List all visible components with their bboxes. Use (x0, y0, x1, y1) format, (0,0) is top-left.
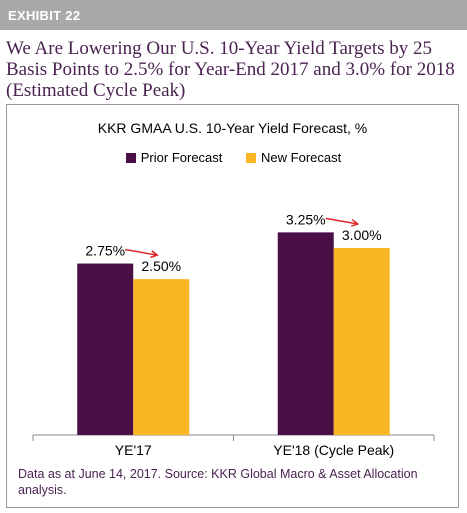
arrow-head (150, 250, 159, 259)
category-label: YE'17 (115, 442, 152, 458)
chart-frame (6, 104, 459, 508)
exhibit-label: EXHIBIT 22 (8, 8, 81, 23)
bar-new (333, 247, 390, 435)
data-label: 3.00% (342, 227, 382, 243)
data-label: 2.75% (85, 243, 125, 259)
chart-title: KKR GMAA U.S. 10-Year Yield Forecast, % (97, 120, 368, 136)
arrow-line (125, 248, 158, 256)
data-label: 2.50% (141, 258, 181, 274)
bar-new (133, 279, 190, 435)
bar-prior (277, 232, 334, 435)
data-label: 3.25% (286, 211, 326, 227)
arrow-head (350, 219, 360, 227)
arrow-line (325, 217, 358, 225)
bar-prior (77, 263, 134, 435)
legend-label-prior: Prior Forecast (140, 150, 223, 165)
headline: We Are Lowering Our U.S. 10-Year Yield T… (6, 38, 455, 101)
footnote: Data as at June 14, 2017. Source: KKR Gl… (18, 467, 418, 497)
legend-label-new: New Forecast (261, 150, 342, 165)
legend-swatch-prior (125, 153, 136, 163)
category-label: YE'18 (Cycle Peak) (273, 442, 394, 458)
legend-item-prior: Prior Forecast (125, 150, 223, 165)
exhibit-header: EXHIBIT 22 (0, 0, 467, 30)
legend: Prior Forecast New Forecast (0, 150, 467, 165)
legend-item-new: New Forecast (246, 150, 341, 165)
legend-swatch-new (246, 153, 257, 163)
